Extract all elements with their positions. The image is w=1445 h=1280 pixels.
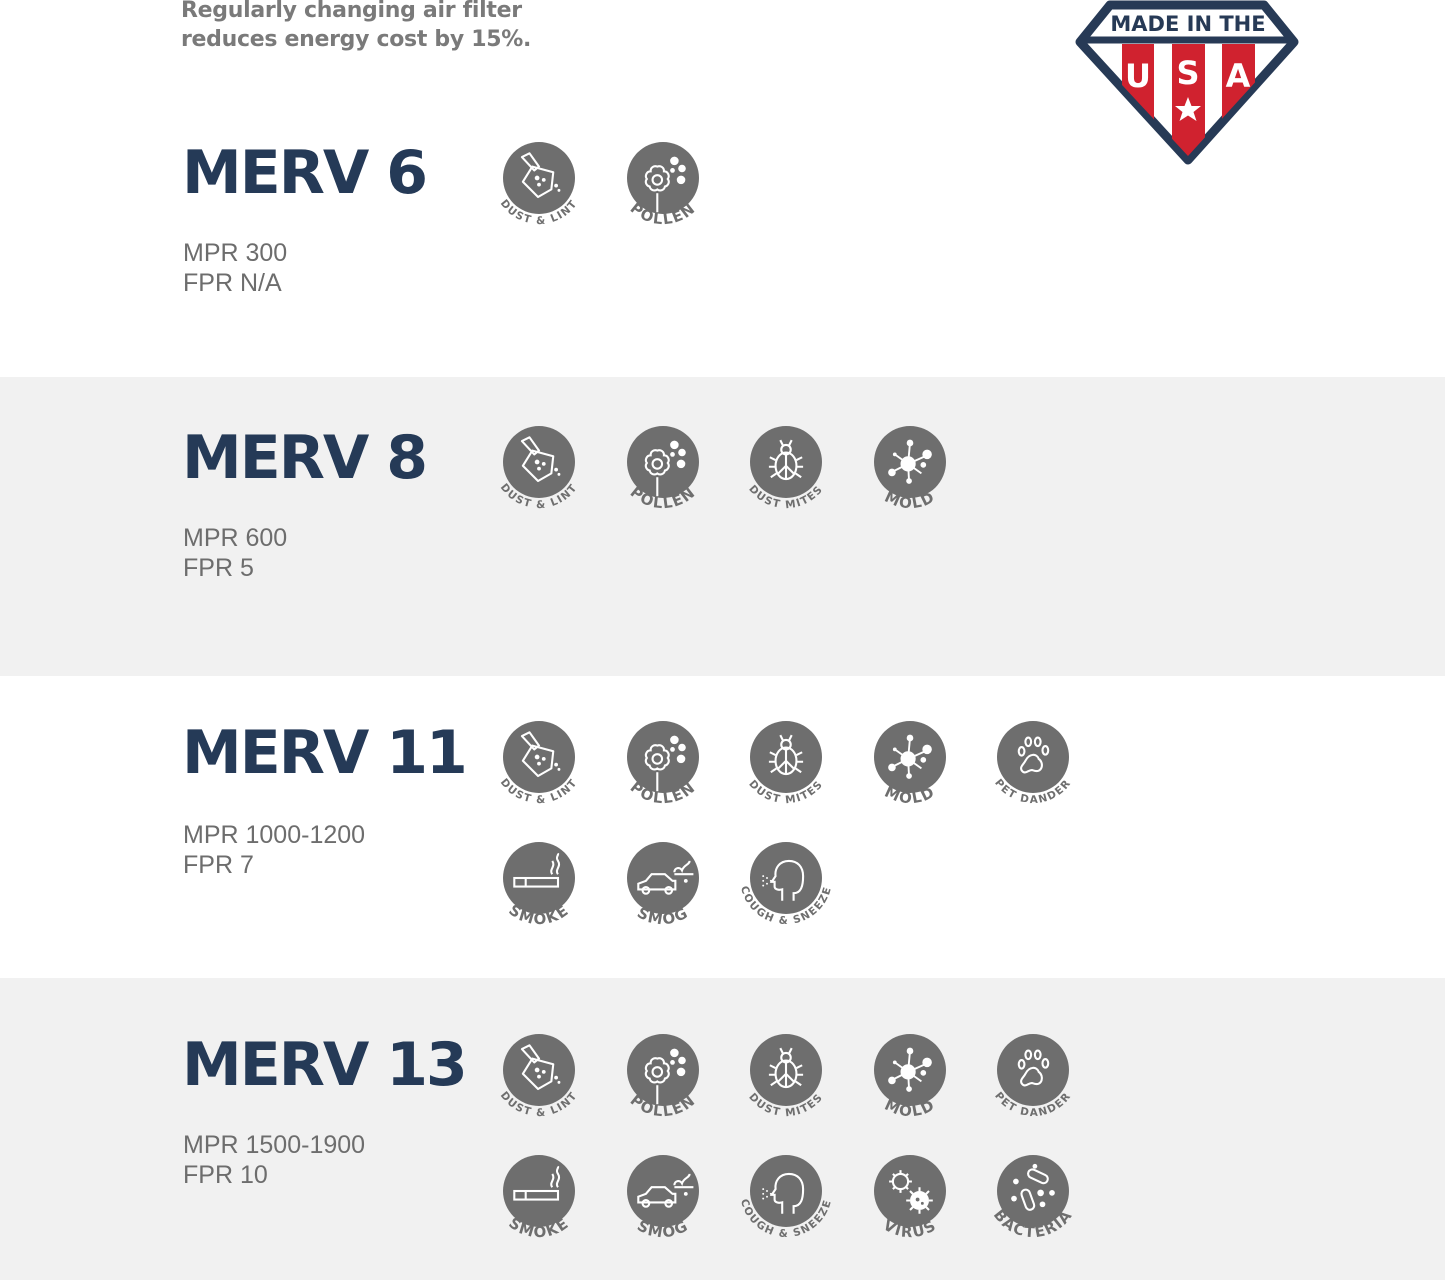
dust-lint-icon: DUST & LINT — [498, 142, 579, 227]
merv-8-ratings: MPR 600 FPR 5 — [183, 523, 287, 583]
fpr-rating: FPR 10 — [183, 1161, 268, 1189]
smoke-icon: SMOKE — [503, 842, 575, 928]
fpr-rating: FPR 7 — [183, 851, 254, 879]
dust-mites-icon: DUST MITES — [746, 426, 824, 511]
badge-top-text: MADE IN THE — [1110, 12, 1265, 36]
dust-mites-icon: DUST MITES — [746, 721, 824, 806]
filter-section-merv-8 — [0, 377, 1445, 676]
pet-dander-icon: PET DANDER — [992, 721, 1072, 806]
dust-lint-icon: DUST & LINT — [498, 426, 579, 511]
mold-icon: MOLD — [874, 1034, 946, 1120]
dust-mites-icon: DUST MITES — [746, 1034, 824, 1119]
merv-13-title: MERV 13 — [182, 1030, 468, 1100]
dust-lint-icon: DUST & LINT — [498, 721, 579, 806]
fpr-rating: FPR 5 — [183, 554, 254, 582]
smog-icon: SMOG — [627, 842, 699, 929]
filter-section-merv-13 — [0, 978, 1445, 1280]
star-icon — [1175, 97, 1201, 121]
merv-6-ratings: MPR 300 FPR N/A — [183, 238, 287, 298]
tagline-line-2: reduces energy cost by 15%. — [181, 27, 532, 52]
mpr-rating: MPR 300 — [183, 239, 288, 267]
pet-dander-icon: PET DANDER — [992, 1034, 1072, 1119]
badge-letter-a: A — [1226, 57, 1251, 95]
cough-sneeze-icon: COUGH & SNEEZE — [738, 1155, 833, 1240]
merv-8-title: MERV 8 — [182, 423, 428, 493]
merv-11-ratings: MPR 1000-1200 FPR 7 — [183, 820, 365, 880]
smog-icon: SMOG — [627, 1155, 699, 1242]
mold-icon: MOLD — [874, 426, 946, 512]
bacteria-icon: BACTERIA — [990, 1155, 1075, 1241]
badge-letter-u: U — [1125, 57, 1151, 95]
mold-icon: MOLD — [874, 721, 946, 807]
badge-letter-s: S — [1176, 54, 1199, 92]
pollen-icon: POLLEN — [627, 426, 699, 512]
merv-13-ratings: MPR 1500-1900 FPR 10 — [183, 1130, 365, 1190]
mpr-rating: MPR 1500-1900 — [183, 1131, 366, 1159]
pollen-icon: POLLEN — [627, 721, 699, 807]
mpr-rating: MPR 600 — [183, 524, 288, 552]
made-in-usa-badge: MADE IN THE U S A — [1075, 0, 1299, 165]
virus-icon: VIRUS — [874, 1155, 946, 1241]
tagline-line-1: Regularly changing air filter — [181, 0, 522, 23]
merv-11-title: MERV 11 — [182, 718, 468, 788]
pollen-icon: POLLEN — [627, 1034, 699, 1120]
pollen-icon: POLLEN — [627, 142, 699, 228]
smoke-icon: SMOKE — [503, 1155, 575, 1241]
dust-lint-icon: DUST & LINT — [498, 1034, 579, 1119]
merv-6-title: MERV 6 — [182, 138, 428, 208]
mpr-rating: MPR 1000-1200 — [183, 821, 366, 849]
fpr-rating: FPR N/A — [183, 269, 282, 297]
cough-sneeze-icon: COUGH & SNEEZE — [738, 842, 833, 927]
energy-tagline: Regularly changing air filter reduces en… — [181, 0, 531, 54]
